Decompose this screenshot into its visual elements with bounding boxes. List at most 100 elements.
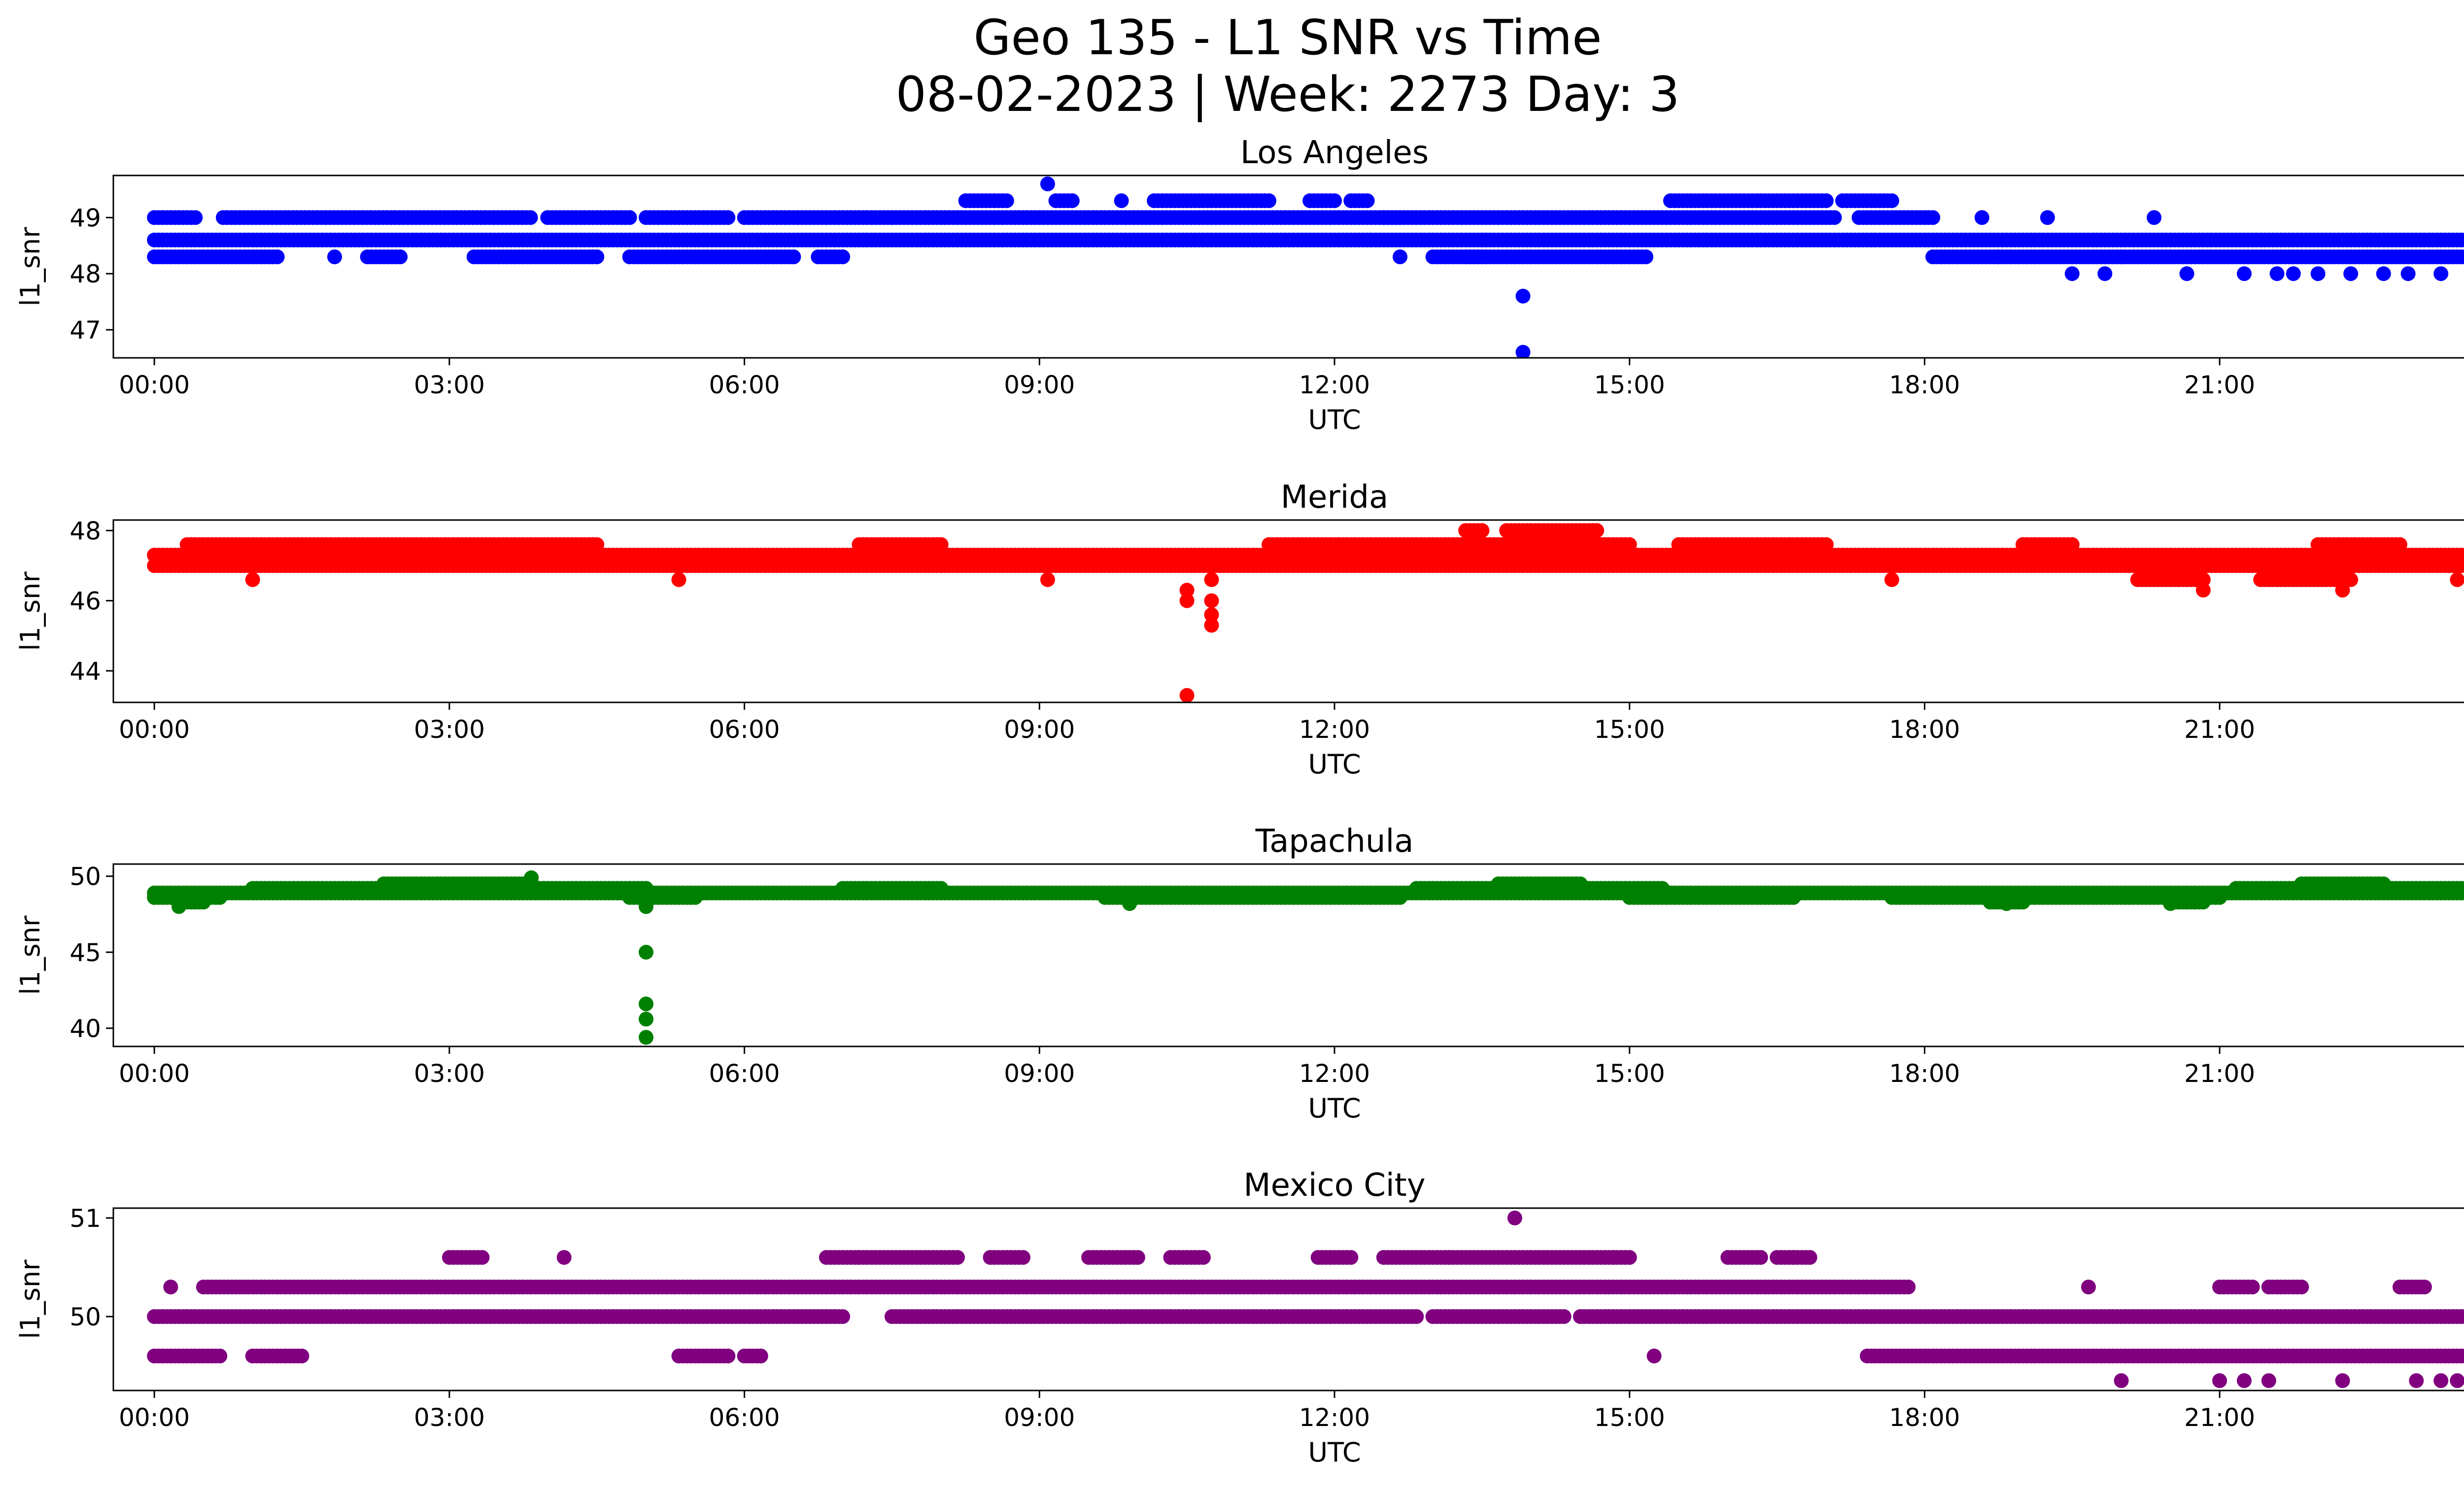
- data-point: [639, 899, 653, 914]
- data-point: [2458, 1309, 2464, 1324]
- data-point: [2016, 895, 2030, 910]
- x-tick-label: 15:00: [1594, 1059, 1665, 1088]
- data-point: [2212, 890, 2227, 905]
- data-point: [2163, 896, 2178, 911]
- data-point: [2237, 266, 2252, 281]
- data-point: [1589, 523, 1605, 538]
- data-point: [1393, 890, 1407, 905]
- data-point: [2286, 266, 2301, 281]
- data-point: [523, 210, 538, 225]
- data-point: [2400, 266, 2416, 281]
- data-point: [188, 210, 203, 225]
- data-point: [2064, 537, 2080, 552]
- data-point: [2458, 233, 2464, 247]
- y-tick-label: 47: [69, 316, 101, 345]
- data-points: [147, 1211, 2464, 1388]
- data-point: [687, 890, 703, 905]
- data-point: [2343, 572, 2359, 587]
- data-point: [2195, 572, 2211, 587]
- data-point: [2450, 572, 2464, 587]
- data-point: [1474, 232, 1490, 247]
- y-tick-label: 48: [69, 260, 101, 288]
- data-point: [2462, 1312, 2464, 1321]
- data-point: [2458, 548, 2464, 562]
- data-point: [1818, 193, 1834, 209]
- y-tick-label: 40: [69, 1014, 101, 1043]
- data-point: [327, 249, 342, 265]
- data-points: [147, 523, 2464, 702]
- x-tick-label: 03:00: [414, 1059, 485, 1088]
- data-point: [1040, 572, 1055, 587]
- x-tick-label: 21:00: [2184, 1059, 2255, 1088]
- data-point: [2376, 876, 2391, 892]
- data-point: [2097, 266, 2113, 281]
- x-tick-label: 09:00: [1004, 371, 1075, 399]
- data-point: [212, 890, 228, 905]
- x-axis-label: UTC: [1308, 404, 1361, 435]
- x-tick-label: 09:00: [1004, 1059, 1075, 1088]
- x-tick-label: 12:00: [1299, 1059, 1370, 1088]
- data-point: [2462, 235, 2464, 245]
- data-point: [1040, 176, 1055, 192]
- data-point: [2458, 881, 2464, 896]
- data-point: [171, 899, 186, 914]
- data-point: [1515, 288, 1531, 304]
- figure-title: Geo 135 - L1 SNR vs Time: [973, 10, 1602, 66]
- data-points: [147, 870, 2464, 1045]
- data-point: [1639, 249, 1653, 265]
- data-point: [835, 1309, 851, 1324]
- data-point: [622, 210, 637, 225]
- subplot-title: Mexico City: [1243, 1167, 1425, 1204]
- data-point: [2040, 210, 2055, 225]
- data-point: [720, 210, 736, 225]
- x-tick-label: 18:00: [1889, 1059, 1960, 1088]
- band-0: [147, 232, 2464, 247]
- data-point: [393, 249, 408, 265]
- x-axis-label: UTC: [1308, 1093, 1361, 1124]
- y-axis-label: l1_snr: [15, 227, 46, 307]
- x-tick-label: 21:00: [2184, 371, 2255, 399]
- data-point: [933, 537, 949, 552]
- data-point: [1376, 210, 1391, 225]
- data-point: [2462, 550, 2464, 560]
- data-point: [1409, 1309, 1424, 1324]
- data-point: [999, 193, 1014, 209]
- data-point: [196, 895, 211, 910]
- data-point: [2310, 266, 2326, 281]
- data-point: [1884, 572, 1899, 587]
- x-tick-label: 18:00: [1889, 715, 1960, 744]
- band-0: [147, 1309, 2464, 1324]
- x-tick-label: 03:00: [414, 371, 485, 399]
- data-point: [1573, 876, 1588, 892]
- y-tick-label: 46: [69, 587, 101, 616]
- data-point: [2393, 537, 2407, 552]
- data-point: [2269, 266, 2285, 281]
- data-point: [270, 249, 285, 265]
- data-point: [786, 249, 801, 265]
- x-tick-label: 12:00: [1299, 715, 1370, 744]
- y-tick-label: 48: [69, 517, 101, 545]
- data-point: [2343, 266, 2359, 281]
- data-point: [1655, 881, 1670, 896]
- band-3: [958, 193, 1899, 209]
- x-tick-label: 00:00: [119, 1059, 190, 1088]
- data-point: [835, 249, 851, 265]
- data-point: [1827, 210, 1842, 225]
- subplot-title: Tapachula: [1255, 823, 1414, 860]
- axes-frame: [112, 174, 2464, 359]
- data-point: [1204, 607, 1219, 623]
- data-point: [2376, 266, 2391, 281]
- data-point: [2335, 583, 2350, 598]
- band-2: [179, 537, 2407, 552]
- x-tick-label: 06:00: [709, 371, 780, 399]
- data-point: [933, 881, 949, 896]
- data-point: [1393, 249, 1407, 265]
- data-point: [2195, 583, 2211, 598]
- y-tick-label: 50: [69, 863, 101, 891]
- data-point: [2462, 252, 2464, 262]
- data-point: [524, 870, 539, 885]
